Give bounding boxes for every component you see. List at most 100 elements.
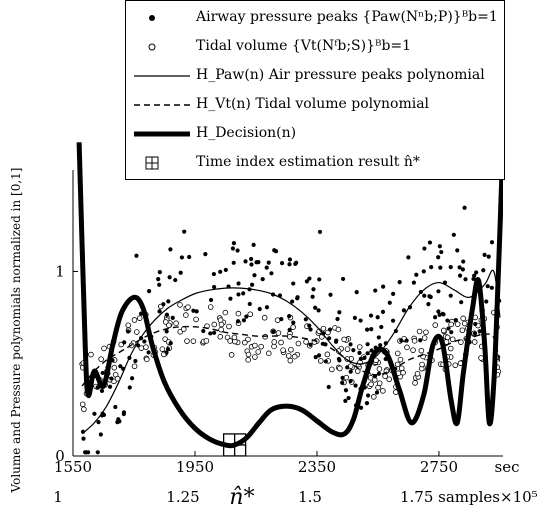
airway-pressure-point [92,411,97,416]
airway-pressure-point [358,405,364,410]
airway-pressure-point [313,305,318,310]
airway-pressure-point [96,420,101,425]
tidal-volume-point [370,394,377,400]
airway-pressure-point [429,265,434,270]
legend-label: Time index estimation result n̂* [196,154,420,170]
tick-labels: 1550 1950 2350 2750 sec 1 1.25 1.5 1.75 samples×… [53,262,537,510]
tidal-volume-point [285,353,292,359]
tidal-volume-point [143,344,149,350]
tidal-volume-point [88,351,94,358]
airway-pressure-point [317,277,322,282]
airway-pressure-point [168,247,173,252]
tidal-volume-point [447,345,454,352]
airway-pressure-point [461,259,466,264]
airway-pressure-point [441,312,446,317]
tidal-volume-point [226,323,232,330]
tidal-volume-point [278,339,284,346]
x-tick-label-bottom: 1 [53,488,63,506]
tidal-volume-point [218,321,225,328]
airway-pressure-point [308,327,313,332]
y-axis-label: Volume and Pressure polynomials normaliz… [9,168,23,494]
x-tick-label-top: 2350 [298,458,336,476]
airway-pressure-point [485,284,490,289]
tidal-volume-point [414,370,421,377]
airway-pressure-point [316,308,321,313]
airway-pressure-point [279,317,284,322]
airway-pressure-point [287,262,292,267]
tidal-volume-point [228,352,235,358]
airway-pressure-point [455,248,460,253]
airway-pressure-point [365,342,370,347]
airway-pressure-point [203,252,208,257]
airway-pressure-point [156,277,161,282]
legend-symbol [134,104,190,106]
airway-pressure-point [472,273,477,278]
airway-pressure-point [304,279,310,284]
tidal-volume-point [404,344,410,351]
tidal-volume-point [287,357,294,364]
tidal-volume-point [440,327,447,334]
tidal-volume-point [245,336,251,343]
airway-pressure-point [489,240,495,245]
tidal-volume-point [291,353,298,360]
tidal-volume-point [144,356,150,363]
airway-pressure-point [436,309,441,314]
airway-pressure-point [474,270,479,275]
airway-pressure-point [231,241,237,246]
airway-pressure-point [391,291,396,296]
legend-symbol [134,131,190,137]
legend-item: Time index estimation result n̂* [126,150,504,176]
tidal-volume-point [394,350,401,357]
airway-pressure-point [484,299,489,304]
legend-label: Airway pressure peaks {Paw(Nⁿb;P)}ᴮb=1 [196,9,498,25]
scatter-points [79,205,502,455]
airway-pressure-point [343,398,348,404]
airway-pressure-point [287,257,293,262]
tidal-volume-point [356,344,363,350]
airway-pressure-point [129,376,135,381]
airway-pressure-point [218,269,223,274]
airway-pressure-point [107,384,113,389]
tidal-volume-point [459,327,466,334]
airway-pressure-point [364,400,370,406]
x-tick-label-top: 1950 [176,458,214,476]
tidal-volume-point [324,351,331,358]
airway-pressure-point [404,338,409,343]
x-tick-label-top: 1550 [54,458,92,476]
tidal-volume-point [252,354,258,360]
airway-pressure-point [294,260,299,265]
airway-pressure-point [81,436,86,441]
airway-pressure-point [365,393,371,398]
airway-pressure-point [489,285,494,290]
airway-pressure-point [422,293,427,298]
airway-pressure-point [235,248,240,253]
airway-pressure-point [477,329,482,334]
tidal-volume-point [376,366,383,372]
airway-pressure-point [362,355,367,361]
airway-pressure-point [252,273,257,278]
airway-pressure-point [157,309,162,314]
airway-pressure-point [369,327,374,332]
y-tick-label: 0 [55,447,65,465]
airway-pressure-point [287,314,292,319]
airway-pressure-point [264,265,269,270]
airway-pressure-point [348,378,353,384]
airway-pressure-point [326,384,331,390]
tidal-volume-point [275,330,282,336]
tidal-volume-point [180,326,187,332]
tidal-volume-point [211,321,218,328]
airway-pressure-point [167,275,172,280]
tidal-volume-point [343,374,350,381]
tidal-volume-point [166,322,172,329]
tidal-volume-point [241,339,248,346]
airway-pressure-point [327,336,332,341]
pressure-polynomial-line [81,269,501,435]
airway-pressure-point [208,297,214,303]
tidal-volume-point [419,361,425,368]
airway-pressure-point [411,280,416,285]
airway-pressure-point [127,385,132,390]
airway-pressure-point [133,358,138,364]
airway-pressure-point [357,350,362,355]
airway-pressure-point [251,242,256,247]
